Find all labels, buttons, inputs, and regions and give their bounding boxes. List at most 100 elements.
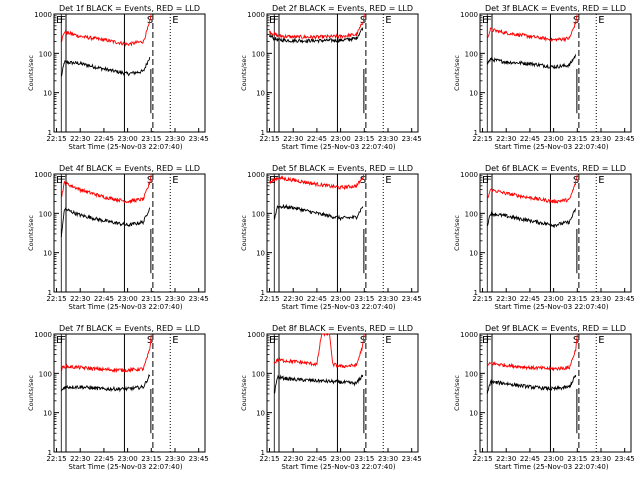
lld-series-line	[486, 333, 578, 372]
y-tick-label: 100	[465, 370, 478, 378]
x-axis-label: Start Time (25-Nov-03 22:07:40)	[68, 143, 182, 151]
x-tick-label: 23:45	[615, 135, 635, 143]
marker-label-e: E	[482, 335, 488, 346]
y-tick-label: 100	[39, 210, 52, 218]
y-tick-label: 10	[43, 250, 52, 258]
lld-series-line	[60, 333, 152, 373]
x-axis-label: Start Time (25-Nov-03 22:07:40)	[68, 303, 182, 311]
x-tick-label: 23:45	[189, 455, 209, 463]
x-tick-label: 22:30	[496, 295, 516, 303]
y-tick-label: 10	[469, 90, 478, 98]
marker-label-e: E	[482, 175, 488, 186]
x-tick-label: 22:30	[283, 135, 303, 143]
plot-frame	[266, 173, 419, 293]
panel-title: Det 3f BLACK = Events, RED = LLD	[485, 4, 626, 13]
marker-label-s: S	[147, 335, 153, 346]
x-tick-label: 23:45	[402, 455, 422, 463]
y-tick-label: 1	[48, 449, 52, 457]
x-tick-label: 22:30	[70, 295, 90, 303]
marker-label-e: E	[56, 15, 62, 26]
y-tick-label: 1000	[460, 11, 478, 19]
detector-panel-1: Det 1f BLACK = Events, RED = LLD 1 10 100 10…	[27, 4, 209, 151]
events-series-line	[269, 27, 364, 44]
x-tick-label: 22:45	[520, 135, 540, 143]
x-tick-label: 23:30	[378, 135, 398, 143]
marker-label-e: E	[172, 335, 178, 346]
x-tick-label: 22:45	[307, 295, 327, 303]
x-axis-label: Start Time (25-Nov-03 22:07:40)	[494, 303, 608, 311]
x-tick-label: 23:15	[354, 455, 374, 463]
lld-series-line	[61, 173, 152, 205]
x-tick-label: 22:15	[472, 295, 492, 303]
x-tick-label: 22:30	[283, 455, 303, 463]
x-tick-label: 23:30	[591, 135, 611, 143]
events-series-line	[60, 207, 151, 238]
x-tick-label: 23:15	[567, 295, 587, 303]
plot-frame	[266, 13, 419, 133]
x-tick-label: 22:15	[259, 135, 279, 143]
x-axis-label: Start Time (25-Nov-03 22:07:40)	[281, 303, 395, 311]
y-tick-label: 100	[465, 50, 478, 58]
marker-label-e: E	[385, 175, 391, 186]
x-axis-label: Start Time (25-Nov-03 22:07:40)	[281, 143, 395, 151]
y-tick-label: 100	[252, 370, 265, 378]
plot-frame	[53, 173, 206, 293]
y-axis-label: Counts/sec	[27, 375, 35, 411]
marker-label-f: F	[60, 175, 66, 186]
marker-label-e: E	[269, 15, 275, 26]
x-tick-label: 22:15	[46, 295, 66, 303]
y-tick-label: 1	[261, 129, 265, 137]
x-tick-label: 23:00	[544, 295, 564, 303]
marker-label-e: E	[385, 335, 391, 346]
y-tick-label: 1	[48, 289, 52, 297]
marker-label-s: S	[360, 175, 366, 186]
panel-title: Det 7f BLACK = Events, RED = LLD	[59, 324, 200, 333]
y-axis-label: Counts/sec	[240, 215, 248, 251]
x-tick-label: 23:30	[165, 455, 185, 463]
detector-panel-3: Det 3f BLACK = Events, RED = LLD 1 10 100 10…	[453, 4, 635, 151]
x-tick-label: 23:15	[141, 295, 161, 303]
marker-label-e: E	[385, 15, 391, 26]
detector-panel-5: Det 5f BLACK = Events, RED = LLD 1 10 100 10…	[240, 164, 422, 311]
x-tick-label: 22:45	[307, 455, 327, 463]
events-series-line	[273, 203, 364, 222]
lld-series-line	[486, 173, 578, 204]
x-tick-label: 23:15	[567, 455, 587, 463]
x-tick-label: 23:00	[331, 455, 351, 463]
y-tick-label: 1000	[247, 11, 265, 19]
plot-frame	[479, 173, 632, 293]
x-tick-label: 23:30	[165, 135, 185, 143]
lld-series-line	[269, 13, 365, 40]
y-tick-label: 10	[256, 410, 265, 418]
x-tick-label: 22:30	[70, 455, 90, 463]
x-tick-label: 22:45	[94, 295, 114, 303]
events-series-line	[60, 57, 151, 77]
marker-label-e: E	[172, 175, 178, 186]
x-tick-label: 22:45	[94, 455, 114, 463]
x-tick-label: 23:15	[354, 135, 374, 143]
x-tick-label: 23:45	[615, 295, 635, 303]
y-tick-label: 100	[39, 50, 52, 58]
y-tick-label: 1000	[34, 171, 52, 179]
marker-label-f: F	[60, 15, 66, 26]
x-tick-label: 23:00	[118, 295, 138, 303]
marker-label-f: F	[60, 335, 66, 346]
y-tick-label: 1	[48, 129, 52, 137]
x-tick-label: 23:45	[189, 135, 209, 143]
x-tick-label: 23:00	[544, 135, 564, 143]
detector-panel-9: Det 9f BLACK = Events, RED = LLD 1 10 100 10…	[453, 324, 635, 471]
marker-label-e: E	[56, 175, 62, 186]
marker-label-e: E	[56, 335, 62, 346]
y-tick-label: 1000	[34, 331, 52, 339]
x-tick-label: 22:45	[520, 295, 540, 303]
events-series-line	[486, 208, 576, 229]
x-tick-label: 22:30	[70, 135, 90, 143]
x-tick-label: 22:15	[259, 295, 279, 303]
y-tick-label: 100	[252, 210, 265, 218]
y-tick-label: 10	[256, 250, 265, 258]
y-axis-label: Counts/sec	[27, 55, 35, 91]
y-tick-label: 1000	[247, 171, 265, 179]
marker-label-s: S	[573, 335, 579, 346]
y-axis-label: Counts/sec	[453, 375, 461, 411]
marker-label-f: F	[486, 15, 492, 26]
